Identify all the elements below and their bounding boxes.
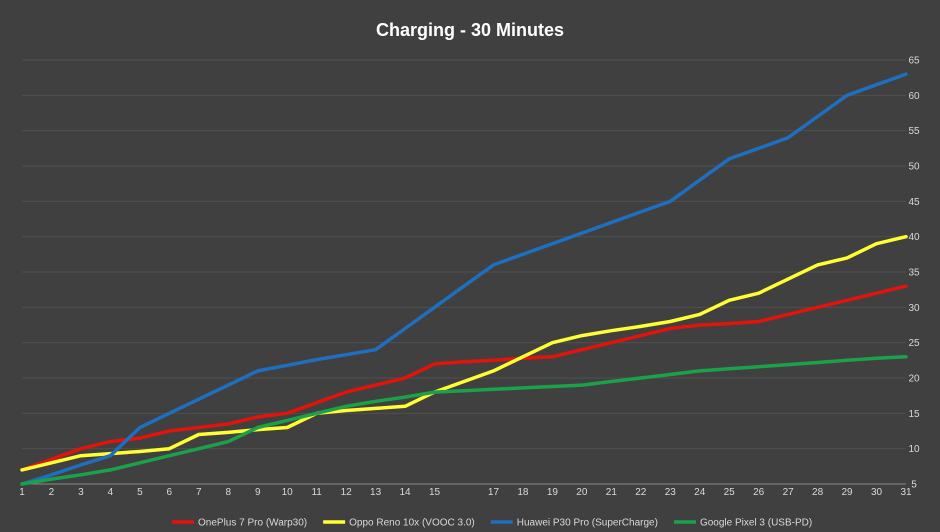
x-tick-label: 20 [576, 487, 588, 498]
legend-label: OnePlus 7 Pro (Warp30) [198, 518, 307, 529]
x-tick-label: 22 [635, 487, 647, 498]
y-tick-label: 40 [908, 232, 920, 243]
y-tick-label: 60 [908, 91, 920, 102]
x-tick-label: 28 [812, 487, 824, 498]
x-tick-label: 31 [900, 487, 912, 498]
x-tick-label: 4 [108, 487, 114, 498]
x-tick-label: 15 [429, 487, 441, 498]
y-axis-ticks: 5 10 15 20 25 30 35 40 45 50 55 60 65 [908, 56, 920, 491]
x-tick-label: 18 [517, 487, 529, 498]
y-tick-label: 20 [908, 374, 920, 385]
x-tick-label: 9 [255, 487, 261, 498]
x-tick-label: 3 [78, 487, 84, 498]
series-line-huawei-p30-pro-supercharge [20, 72, 908, 486]
x-tick-label: 14 [400, 487, 412, 498]
x-tick-label: 5 [137, 487, 143, 498]
legend-label: Google Pixel 3 (USB-PD) [700, 518, 812, 529]
legend: OnePlus 7 Pro (Warp30) Oppo Reno 10x (VOO… [172, 518, 812, 529]
x-tick-label: 17 [488, 487, 500, 498]
x-tick-label: 25 [724, 487, 736, 498]
y-tick-label: 45 [908, 197, 920, 208]
x-tick-label: 13 [370, 487, 382, 498]
series-line-oneplus-7-pro-warp30 [20, 284, 908, 472]
y-tick-label: 25 [908, 338, 920, 349]
y-tick-label: 50 [908, 162, 920, 173]
x-tick-label: 7 [196, 487, 202, 498]
x-tick-label: 19 [547, 487, 559, 498]
x-axis-ticks: 1 2 3 4 5 6 7 8 9 10 11 12 13 14 15 17 18 19 20 21 22 23 24 25 2… [19, 487, 912, 498]
legend-label: Oppo Reno 10x (VOOC 3.0) [349, 518, 475, 529]
series-lines [20, 72, 908, 486]
x-tick-label: 1 [19, 487, 25, 498]
y-tick-label: 55 [908, 126, 920, 137]
y-tick-label: 10 [908, 444, 920, 455]
series-line-oppo-reno-10x-vooc-3-0 [20, 234, 908, 472]
x-tick-label: 6 [167, 487, 173, 498]
legend-label: Huawei P30 Pro (SuperCharge) [517, 518, 658, 529]
y-tick-label: 35 [908, 268, 920, 279]
x-tick-label: 12 [341, 487, 353, 498]
y-tick-label: 30 [908, 303, 920, 314]
y-tick-label: 15 [908, 409, 920, 420]
x-tick-label: 29 [842, 487, 854, 498]
x-tick-label: 11 [311, 487, 322, 498]
x-tick-label: 2 [49, 487, 55, 498]
x-tick-label: 10 [282, 487, 294, 498]
x-tick-label: 8 [225, 487, 231, 498]
x-tick-label: 26 [753, 487, 765, 498]
x-tick-label: 24 [694, 487, 706, 498]
y-tick-label: 5 [911, 480, 917, 491]
x-tick-label: 27 [783, 487, 795, 498]
series-line-google-pixel-3-usb-pd [20, 355, 908, 486]
chart-title: Charging - 30 Minutes [376, 20, 564, 40]
x-tick-label: 21 [606, 487, 618, 498]
x-tick-label: 23 [665, 487, 677, 498]
x-tick-label: 30 [871, 487, 883, 498]
y-tick-label: 65 [908, 56, 920, 67]
